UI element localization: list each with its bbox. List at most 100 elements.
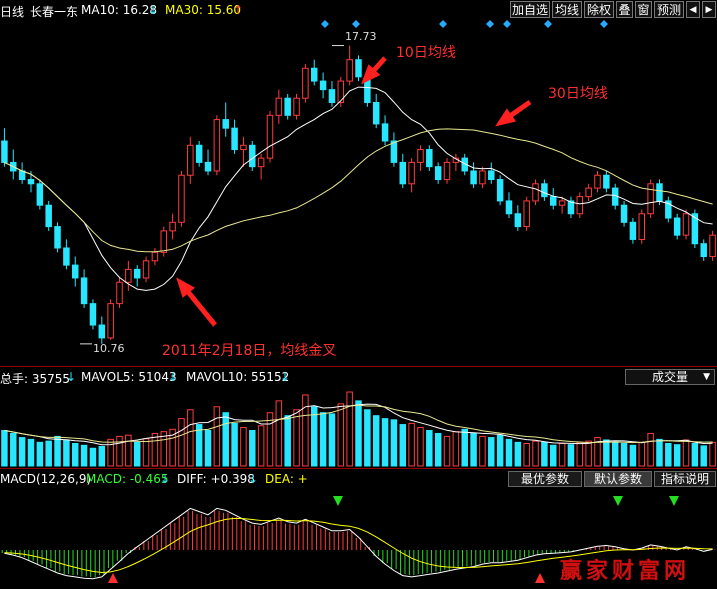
marker-diamond-icon xyxy=(352,20,360,28)
volume-bar xyxy=(204,429,212,467)
candle-body xyxy=(558,200,566,206)
volume-bar xyxy=(355,400,362,467)
volume-bar xyxy=(700,445,707,467)
candle-body xyxy=(656,183,663,202)
candle-body xyxy=(638,213,646,240)
overlay-button[interactable]: 叠 xyxy=(616,1,633,18)
volume-bar xyxy=(426,429,433,467)
price-chart[interactable] xyxy=(0,20,717,365)
dropdown-value: 成交量 xyxy=(652,370,689,384)
marker-diamond-icon xyxy=(321,20,329,28)
volume-bar xyxy=(98,445,106,467)
candle-body xyxy=(629,221,637,240)
candle-body xyxy=(514,213,522,228)
volume-bar xyxy=(63,439,70,467)
candle-body xyxy=(337,80,345,103)
candle-body xyxy=(204,161,212,172)
diff-line xyxy=(4,507,713,580)
candle-body xyxy=(240,144,247,151)
indicator-help-button[interactable]: 指标说明 xyxy=(654,471,716,487)
volume-bar xyxy=(240,427,247,467)
volume-bar xyxy=(408,422,415,467)
candle-body xyxy=(434,166,442,181)
volume-bar xyxy=(364,409,371,467)
volume-bar xyxy=(381,418,389,467)
ma30-line xyxy=(4,128,713,253)
candle-body xyxy=(1,140,8,163)
low-price-label: 10.76 xyxy=(93,342,125,355)
volume-bar xyxy=(45,440,52,467)
candle-body xyxy=(372,101,380,125)
mavol5-arrow-icon: ↓ xyxy=(168,370,179,384)
volume-bar xyxy=(691,443,699,467)
sell-signal-icon xyxy=(333,496,343,506)
volume-bar xyxy=(266,412,274,467)
candle-body xyxy=(567,200,575,215)
candle-body xyxy=(549,196,557,206)
volume-bar xyxy=(310,406,318,467)
volume-bar xyxy=(284,415,291,467)
candle-body xyxy=(585,187,592,198)
volume-bar xyxy=(638,441,646,467)
candle-body xyxy=(479,170,486,185)
volume-bar xyxy=(18,437,26,467)
candle-body xyxy=(27,179,35,185)
volume-bar xyxy=(682,439,690,467)
candle-body xyxy=(160,230,168,253)
candle-body xyxy=(213,119,221,172)
volume-bar xyxy=(80,444,88,467)
volume-bar xyxy=(576,441,584,467)
volume-bar xyxy=(125,434,132,467)
volume-bar xyxy=(151,432,159,467)
indicator-dropdown[interactable]: 成交量 ▼ xyxy=(625,369,715,385)
volume-bar xyxy=(187,409,194,467)
macd-chart[interactable] xyxy=(0,488,717,589)
volume-bar xyxy=(532,440,539,467)
volume-bar xyxy=(319,412,327,467)
volume-bar xyxy=(620,443,628,467)
volume-bar xyxy=(36,441,44,467)
volume-chart[interactable] xyxy=(0,386,717,468)
volume-bar xyxy=(629,444,637,467)
volume-bar xyxy=(133,441,141,467)
volume-bar xyxy=(160,431,168,467)
period-label[interactable]: 日线 xyxy=(0,5,25,19)
volume-bar xyxy=(231,422,238,467)
volume-bar xyxy=(10,432,17,467)
sell-signal-icon xyxy=(669,496,679,506)
mavol5-readout: MAVOL5: 51043 xyxy=(81,370,177,384)
marker-diamond-icon xyxy=(503,20,511,28)
candle-body xyxy=(116,281,123,305)
candle-body xyxy=(54,226,61,249)
forecast-button[interactable]: 预测 xyxy=(654,1,684,18)
candle-body xyxy=(195,144,203,163)
window-button[interactable]: 窗 xyxy=(635,1,652,18)
volume-bar xyxy=(1,429,8,467)
volume-bar xyxy=(27,438,35,467)
ma-button[interactable]: 均线 xyxy=(552,1,582,18)
ma30-arrow-icon: ↑ xyxy=(233,3,244,17)
candle-body xyxy=(399,161,407,185)
next-icon[interactable]: ▶ xyxy=(702,1,716,18)
macd-header: MACD(12,26,9) MACD: -0.465 ↓ DIFF: +0.39… xyxy=(0,470,717,488)
volume-bar xyxy=(665,443,672,467)
volume-bar xyxy=(178,418,185,467)
ex-right-button[interactable]: 除权 xyxy=(584,1,614,18)
separator xyxy=(0,468,717,469)
prev-icon[interactable]: ◀ xyxy=(686,1,700,18)
volume-bar xyxy=(558,443,566,467)
default-params-button[interactable]: 默认参数 xyxy=(584,471,652,487)
optimal-params-button[interactable]: 最优参数 xyxy=(508,471,582,487)
volume-bar xyxy=(337,403,345,467)
volume-bar xyxy=(514,441,522,467)
candle-body xyxy=(700,243,707,258)
candle-body xyxy=(541,183,548,198)
ma10-line xyxy=(4,86,713,291)
volume-bar xyxy=(585,440,592,467)
marker-diamond-icon xyxy=(486,20,494,28)
annotation-golden-cross: 2011年2月18日，均线金叉 xyxy=(162,343,337,359)
candle-body xyxy=(151,251,159,262)
add-watchlist-button[interactable]: 加自选 xyxy=(510,1,550,18)
candle-body xyxy=(346,59,353,82)
candle-body xyxy=(231,127,238,151)
